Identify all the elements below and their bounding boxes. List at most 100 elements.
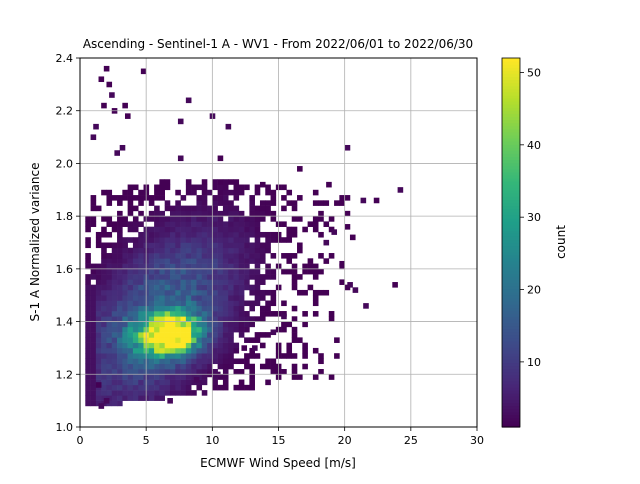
heatmap-cell xyxy=(148,395,155,401)
heatmap-cell xyxy=(233,258,240,264)
heatmap-cell xyxy=(207,332,213,338)
colorbar-segment xyxy=(502,94,520,99)
heatmap-cell xyxy=(228,321,234,328)
heatmap-cell xyxy=(201,242,208,249)
colorbar-segment xyxy=(502,150,520,154)
heatmap-cell xyxy=(222,379,229,386)
heatmap-cell xyxy=(103,398,110,404)
heatmap-cell xyxy=(233,384,240,391)
heatmap-cell xyxy=(154,300,160,307)
heatmap-cell xyxy=(238,295,245,301)
colorbar-segment xyxy=(502,67,520,71)
heatmap-cell xyxy=(138,390,144,396)
heatmap-cell xyxy=(164,379,171,386)
heatmap-cell xyxy=(185,226,192,233)
heatmap-cell xyxy=(138,384,144,391)
heatmap-cell xyxy=(122,263,128,270)
heatmap-cell xyxy=(111,400,118,407)
heatmap-cell xyxy=(138,263,144,270)
heatmap-cell xyxy=(98,403,105,409)
heatmap-cell xyxy=(169,369,176,375)
heatmap-cell xyxy=(159,210,165,217)
heatmap-cell xyxy=(154,279,160,285)
colorbar-segment xyxy=(502,64,520,68)
heatmap-cell xyxy=(291,279,298,285)
heatmap-cell xyxy=(212,300,218,307)
heatmap-cell xyxy=(196,279,203,285)
heatmap-cell xyxy=(373,197,380,204)
heatmap-cell xyxy=(185,342,192,349)
heatmap-cell xyxy=(106,195,113,201)
heatmap-cell xyxy=(180,279,187,285)
heatmap-cell xyxy=(349,234,356,241)
heatmap-cell xyxy=(132,295,139,301)
heatmap-cell xyxy=(138,369,144,375)
heatmap-cell xyxy=(122,289,128,296)
heatmap-cell xyxy=(164,263,171,270)
heatmap-cell xyxy=(127,379,134,386)
heatmap-cell xyxy=(191,321,197,328)
heatmap-cell xyxy=(302,363,308,370)
colorbar-segment xyxy=(502,319,520,324)
heatmap-cell xyxy=(233,279,240,285)
heatmap-cell xyxy=(101,189,107,196)
heatmap-cell xyxy=(201,274,208,280)
heatmap-cell xyxy=(148,326,155,333)
heatmap-cell xyxy=(169,279,176,285)
heatmap-cell xyxy=(191,263,197,270)
heatmap-cell xyxy=(201,258,208,264)
heatmap-cell xyxy=(169,210,176,217)
heatmap-cell xyxy=(85,216,91,222)
heatmap-cell xyxy=(249,363,255,370)
heatmap-cell xyxy=(90,200,97,206)
heatmap-cell xyxy=(122,268,128,275)
heatmap-cell xyxy=(265,289,271,296)
heatmap-cell xyxy=(175,289,181,296)
heatmap-cell xyxy=(106,81,113,88)
heatmap-cell xyxy=(164,247,171,254)
heatmap-cell xyxy=(249,268,255,275)
heatmap-cell xyxy=(101,363,107,370)
heatmap-cell xyxy=(169,305,176,312)
heatmap-cell xyxy=(122,189,128,196)
heatmap-cell xyxy=(140,68,147,75)
colorbar-segment xyxy=(502,390,520,394)
heatmap-cell xyxy=(228,216,234,222)
heatmap-cell xyxy=(265,237,271,243)
heatmap-cell xyxy=(132,337,139,343)
heatmap-cell xyxy=(249,253,255,259)
heatmap-cell xyxy=(180,247,187,254)
colorbar-segment xyxy=(502,174,520,179)
heatmap-cell xyxy=(175,237,181,243)
heatmap-cell xyxy=(159,390,165,396)
heatmap-cell xyxy=(85,347,91,354)
heatmap-cell xyxy=(281,205,287,212)
heatmap-cell xyxy=(233,342,240,349)
heatmap-cell xyxy=(254,295,261,301)
heatmap-cell xyxy=(138,363,144,370)
heatmap-cell xyxy=(127,337,134,343)
heatmap-cell xyxy=(132,274,139,280)
heatmap-cell xyxy=(159,289,165,296)
heatmap-cell xyxy=(286,200,293,206)
heatmap-cell xyxy=(196,342,203,349)
heatmap-cell xyxy=(148,289,155,296)
heatmap-cell xyxy=(132,247,139,254)
heatmap-cell xyxy=(122,311,128,317)
heatmap-cell xyxy=(164,332,171,338)
heatmap-cell xyxy=(180,216,187,222)
heatmap-cell xyxy=(148,258,155,264)
heatmap-cell xyxy=(228,363,234,370)
heatmap-cell xyxy=(265,231,271,238)
heatmap-cell xyxy=(244,311,250,317)
heatmap-cell xyxy=(111,390,118,396)
heatmap-cell xyxy=(244,237,250,243)
heatmap-cell xyxy=(196,332,203,338)
heatmap-cell xyxy=(270,358,277,365)
heatmap-cell xyxy=(106,353,113,359)
heatmap-cell xyxy=(291,268,298,275)
heatmap-cell xyxy=(249,384,255,391)
heatmap-cell xyxy=(85,395,91,401)
heatmap-cell xyxy=(159,316,165,322)
heatmap-cell xyxy=(238,274,245,280)
